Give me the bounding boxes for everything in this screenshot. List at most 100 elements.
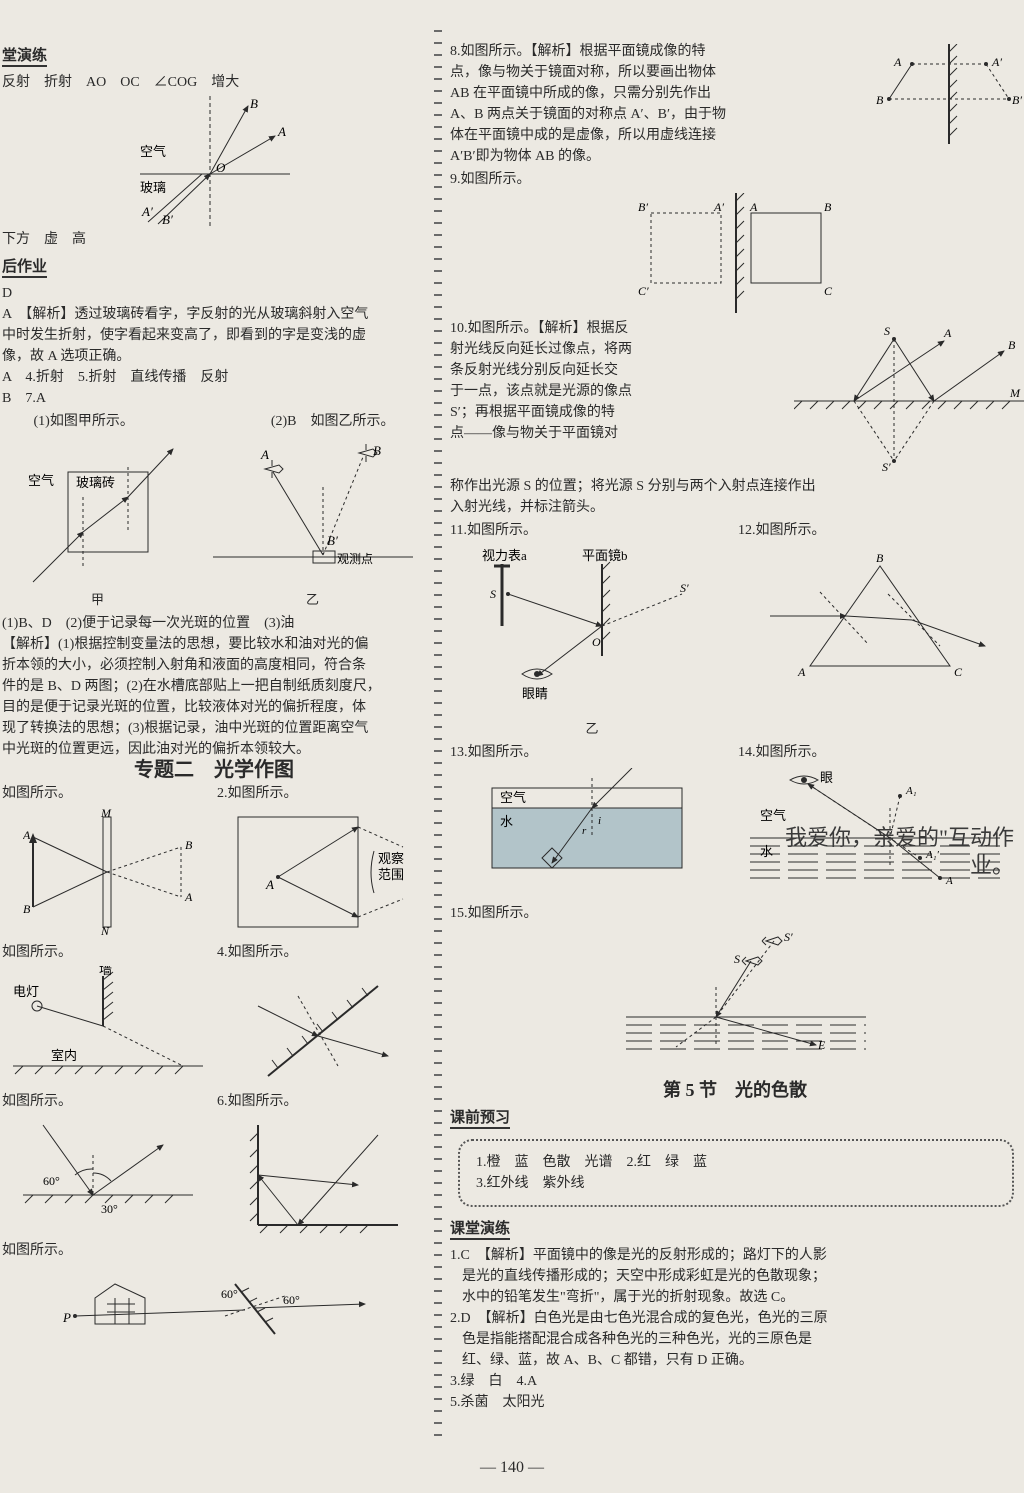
answer-line: (1)如图甲所示。 xyxy=(34,412,134,431)
svg-text:B: B xyxy=(876,93,884,107)
svg-text:范围: 范围 xyxy=(378,867,404,882)
svg-text:空气: 空气 xyxy=(28,473,54,488)
label-air: 空气 xyxy=(140,144,166,159)
answer-line: 1.C 【解析】平面镜中的像是光的反射形成的；路灯下的人影 xyxy=(450,1246,1020,1265)
answer-line: A′B′即为物体 AB 的像。 xyxy=(450,147,870,166)
answer-line: 点——像与物关于平面镜对 xyxy=(450,424,790,443)
answer-line: 9.如图所示。 xyxy=(450,170,1020,189)
svg-text:60°: 60° xyxy=(221,1287,238,1301)
svg-text:A′: A′ xyxy=(713,200,724,214)
svg-text:视力表a: 视力表a xyxy=(482,548,527,563)
svg-text:r: r xyxy=(582,825,587,837)
page-number: — 140 — xyxy=(0,1459,1024,1477)
svg-text:P: P xyxy=(62,1310,71,1325)
answer-line: 3.绿 白 4.A xyxy=(450,1372,1020,1391)
answer-line: 如图所示。 xyxy=(2,943,211,962)
svg-text:水: 水 xyxy=(500,814,513,829)
svg-text:A: A xyxy=(23,828,31,842)
answer-line: B 7.A xyxy=(2,389,426,408)
svg-text:A′: A′ xyxy=(991,55,1002,69)
svg-text:B: B xyxy=(23,902,31,916)
fig-3-lamp-wall: 墙 电灯 室内 xyxy=(0,966,215,1086)
fig-refraction-glass: 空气 玻璃 B A O A′ B′ xyxy=(0,96,430,226)
answer-line: 折本领的大小，必须控制入射角和液面的高度相同，符合条 xyxy=(2,656,426,675)
svg-text:水: 水 xyxy=(760,844,773,859)
fig-row: (1)如图甲所示。 (2)B 如图乙所示。 xyxy=(0,410,430,433)
fig-glass-brick: 空气 玻璃砖 甲 xyxy=(18,437,178,608)
caption: 乙 xyxy=(482,718,702,737)
svg-text:S′: S′ xyxy=(882,460,891,471)
section-title: 课堂演练 xyxy=(450,1217,510,1240)
svg-text:S: S xyxy=(884,324,890,338)
pre-study-box: 1.橙 蓝 色散 光谱 2.红 绿 蓝 3.红外线 紫外线 xyxy=(458,1139,1014,1207)
svg-text:60°: 60° xyxy=(43,1174,60,1188)
svg-text:平面镜b: 平面镜b xyxy=(582,548,628,563)
fig-8-ab-mirror: A B A′ B′ xyxy=(874,44,1024,164)
fig-10-source-s: M S A B S′ xyxy=(794,321,1024,471)
svg-text:O: O xyxy=(216,160,226,175)
svg-text:N: N xyxy=(100,924,110,937)
svg-text:A′: A′ xyxy=(184,890,193,904)
answer-line: 下方 虚 高 xyxy=(2,230,426,249)
label-glass: 玻璃 xyxy=(140,180,166,195)
answer-line: 于一点，该点就是光源的像点 xyxy=(450,382,790,401)
fig-1-mirror-image: M N A B B′ A′ xyxy=(0,807,215,937)
svg-text:B: B xyxy=(373,443,381,458)
answer-line: (1)B、D (2)便于记录每一次光斑的位置 (3)油 xyxy=(2,614,426,633)
svg-text:玻璃砖: 玻璃砖 xyxy=(76,475,115,490)
answer-line: 入射光线，并标注箭头。 xyxy=(450,498,1020,517)
svg-text:A: A xyxy=(797,665,806,679)
svg-text:A: A xyxy=(265,877,274,892)
svg-text:观测点: 观测点 xyxy=(337,552,373,566)
section-title: 课前预习 xyxy=(450,1106,510,1129)
answer-line: 点，像与物关于镜面对称，所以要画出物体 xyxy=(450,63,870,82)
svg-text:室内: 室内 xyxy=(51,1048,77,1063)
svg-text:C: C xyxy=(824,284,833,298)
answer-line: 2.D 【解析】白色光是由七色光混合成的复色光，色光的三原 xyxy=(450,1309,1020,1328)
svg-text:A: A xyxy=(260,447,269,462)
answer-line: 11.如图所示。 xyxy=(450,521,732,540)
answer-line: 中光斑的位置更远，因此油对光的偏折本领较大。 xyxy=(2,740,426,759)
answer-line: 12.如图所示。 xyxy=(738,521,1020,540)
left-column: 堂演练 反射 折射 AO OC ∠COG 增大 空气 玻璃 B A xyxy=(0,40,430,1443)
section-title: 后作业 xyxy=(2,255,47,278)
fig-2-obs-range: A 观察 范围 xyxy=(215,807,430,937)
answer-line: 色是指能搭配混合成各种色光的三种色光，光的三原色是 xyxy=(462,1330,1020,1349)
column-divider: // placeholder; ticks generated below af… xyxy=(434,30,444,1443)
svg-text:电灯: 电灯 xyxy=(13,984,39,999)
fig-plane-obs: 观测点 A B B′ 乙 xyxy=(213,437,413,608)
svg-text:空气: 空气 xyxy=(500,790,526,805)
svg-text:E: E xyxy=(817,1038,826,1052)
answer-line: 称作出光源 S 的位置；将光源 S 分别与两个入射点连接作出 xyxy=(450,477,1020,496)
answer-line: S′；再根据平面镜成像的特 xyxy=(450,403,790,422)
svg-text:A: A xyxy=(945,875,953,887)
answer-line: 2.如图所示。 xyxy=(217,784,426,803)
svg-text:B: B xyxy=(250,96,258,111)
answer-line: 4.如图所示。 xyxy=(217,943,426,962)
fig-6-two-mirrors xyxy=(215,1115,430,1235)
answer-line: 射光线反向延长过像点，将两 xyxy=(450,340,790,359)
answer-line: 水中的铅笔发生"弯折"，属于光的折射现象。故选 C。 xyxy=(462,1288,1020,1307)
answer-line: 目的是便于记录光斑的位置，比较液体对光的偏折程度，体 xyxy=(2,698,426,717)
topic-title: 专题二 光学作图 xyxy=(2,761,426,780)
svg-text:S: S xyxy=(734,952,740,966)
answer-line: 【解析】(1)根据控制变量法的思想，要比较水和油对光的偏 xyxy=(2,635,426,654)
svg-text:观察: 观察 xyxy=(378,851,404,866)
answer-line: 像，故 A 选项正确。 xyxy=(2,347,426,366)
svg-text:A′: A′ xyxy=(141,204,153,219)
svg-text:A: A xyxy=(749,200,758,214)
svg-text:C: C xyxy=(954,665,963,679)
svg-text:墙: 墙 xyxy=(99,966,112,977)
svg-text:i: i xyxy=(598,815,601,827)
svg-text:O: O xyxy=(592,635,601,649)
svg-text:眼: 眼 xyxy=(820,770,833,785)
handwriting: 业。 xyxy=(970,848,1014,880)
fig-15-fish: S S′ E xyxy=(448,927,1024,1077)
svg-text:B: B xyxy=(824,200,832,214)
page: // placeholder; ticks generated below af… xyxy=(0,0,1024,1493)
answer-line: 13.如图所示。 xyxy=(450,743,732,762)
answer-line: A、B 两点关于镜面的对称点 A′、B′，由于物 xyxy=(450,105,870,124)
answer-line: AB 在平面镜中所成的像，只需分别先作出 xyxy=(450,84,870,103)
svg-text:B′: B′ xyxy=(1012,93,1022,107)
answer-line: A 4.折射 5.折射 直线传播 反射 xyxy=(2,368,426,387)
